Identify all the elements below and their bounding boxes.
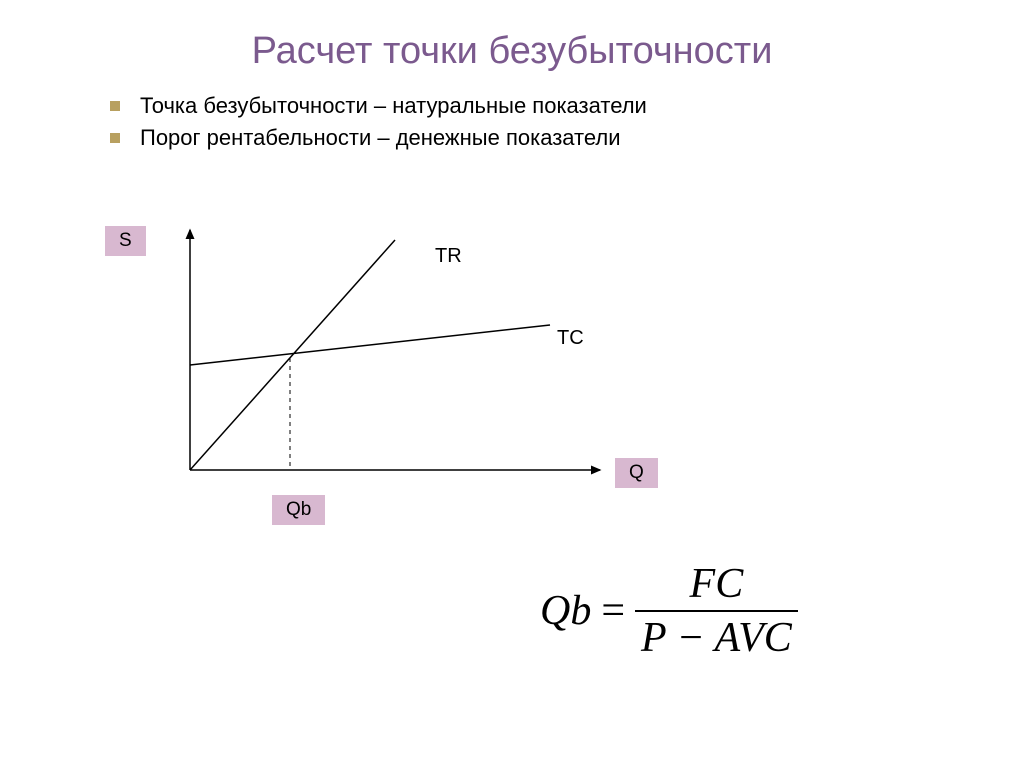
tc-line [190,325,550,365]
equals-sign: = [601,587,625,635]
formula-numerator: FC [684,560,750,610]
bullet-square-icon [110,133,120,143]
page-title: Расчет точки безубыточности [0,0,1024,93]
bullet-text: Порог рентабельности – денежные показате… [140,125,621,151]
tr-line [190,240,395,470]
formula-denominator: P − AVC [635,610,798,662]
breakeven-chart: S Q Qb TR TC [110,220,710,520]
tr-line-label: TR [435,245,462,268]
qb-label: Qb [272,495,325,525]
tc-line-label: TC [557,327,584,350]
s-axis-label: S [105,226,146,256]
bullet-text: Точка безубыточности – натуральные показ… [140,93,647,119]
formula-fraction: FC P − AVC [635,560,798,662]
bullet-item: Порог рентабельности – денежные показате… [110,125,1024,151]
formula-lhs: Qb [540,587,591,635]
bullet-list: Точка безубыточности – натуральные показ… [0,93,1024,151]
q-axis-label: Q [615,458,658,488]
bullet-item: Точка безубыточности – натуральные показ… [110,93,1024,119]
bullet-square-icon [110,101,120,111]
breakeven-formula: Qb = FC P − AVC [540,560,798,662]
